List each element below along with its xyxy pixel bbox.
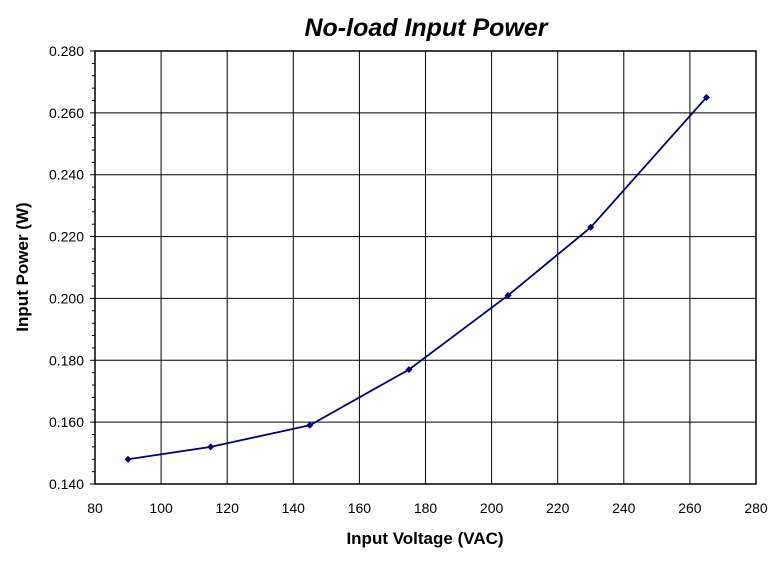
- data-point: [587, 223, 595, 231]
- series-layer: [124, 93, 710, 463]
- x-tick-label: 80: [87, 500, 103, 516]
- y-tick-label: 0.240: [49, 167, 84, 183]
- x-tick-label: 280: [744, 500, 768, 516]
- x-tick-label: 240: [612, 500, 636, 516]
- y-tick-label: 0.220: [49, 229, 84, 245]
- x-tick-label: 100: [149, 500, 173, 516]
- plot-area: [94, 50, 757, 485]
- data-point: [306, 421, 314, 429]
- grid: [95, 51, 756, 484]
- x-tick-label: 220: [546, 500, 570, 516]
- data-point: [702, 93, 710, 101]
- x-tick-label: 200: [480, 500, 504, 516]
- x-tick-label: 160: [348, 500, 372, 516]
- x-tick-label: 260: [678, 500, 702, 516]
- data-point: [124, 455, 132, 463]
- y-tick-labels: 0.140 0.160 0.180 0.200 0.220 0.240 0.260 0.280: [49, 43, 84, 492]
- y-tick-label: 0.200: [49, 290, 84, 306]
- tick-marks: [90, 50, 95, 485]
- chart-title: No-load Input Power: [304, 14, 548, 42]
- y-axis-label: Input Power (W): [13, 202, 32, 331]
- data-point: [405, 366, 413, 374]
- y-tick-label: 0.160: [49, 414, 84, 430]
- y-tick-label: 0.140: [49, 476, 84, 492]
- x-tick-label: 140: [282, 500, 306, 516]
- data-point: [504, 291, 512, 299]
- series-line: [127, 96, 708, 461]
- y-tick-label: 0.180: [49, 352, 84, 368]
- x-tick-label: 180: [414, 500, 438, 516]
- y-tick-label: 0.280: [49, 43, 84, 59]
- y-tick-label: 0.260: [49, 105, 84, 121]
- x-tick-labels: 80 100 120 140 160 180 200 220 240 260 280: [87, 500, 768, 516]
- data-point: [207, 443, 215, 451]
- x-axis-label: Input Voltage (VAC): [346, 529, 503, 548]
- x-tick-label: 120: [216, 500, 240, 516]
